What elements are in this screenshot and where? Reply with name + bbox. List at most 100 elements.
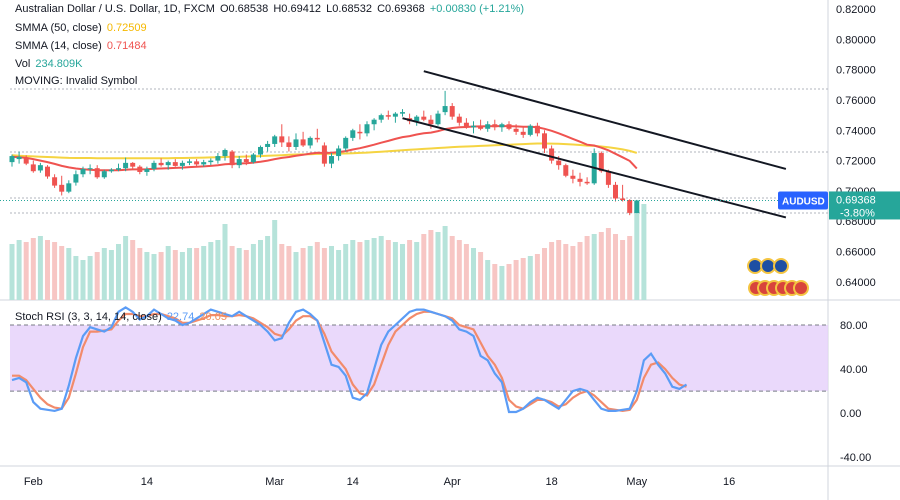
- candle-body: [229, 151, 235, 166]
- price-tick-label: 0.80000: [836, 34, 876, 46]
- change-value: +0.00830 (+1.21%): [429, 3, 525, 15]
- volume-bar: [613, 234, 618, 300]
- candle-body: [80, 168, 86, 175]
- stoch-legend[interactable]: Stoch RSI (3, 3, 14, 14, close) 22.74 20…: [15, 311, 229, 323]
- sma50-legend[interactable]: SMMA (50, close) 0.72509: [15, 22, 149, 34]
- candle-body: [357, 131, 363, 134]
- volume-bar: [52, 242, 58, 300]
- volume-bar: [556, 240, 562, 300]
- volume-bar: [250, 244, 256, 300]
- moving-legend[interactable]: MOVING: Invalid Symbol: [15, 75, 139, 87]
- event-marker-flag-icon: [762, 260, 774, 272]
- volume-bar: [570, 246, 576, 300]
- rsi-tick-label: 0.00: [840, 408, 861, 420]
- candle-body: [151, 162, 157, 169]
- candle-body: [371, 119, 377, 125]
- volume-bar: [428, 230, 434, 300]
- volume-bar: [123, 236, 129, 300]
- volume-bar: [194, 248, 200, 300]
- stoch-k-line: [11, 306, 688, 414]
- volume-bar: [627, 236, 633, 300]
- candle-body: [435, 113, 441, 125]
- candle-body: [350, 130, 356, 138]
- candle-body: [549, 148, 555, 161]
- volume-legend[interactable]: Vol 234.809K: [15, 58, 84, 70]
- candle-body: [492, 124, 498, 128]
- trendline-lower-channel[interactable]: [402, 117, 787, 219]
- price-badge-change: -3.80%: [840, 207, 875, 219]
- candle-body: [158, 162, 164, 166]
- candle-body: [87, 168, 93, 170]
- candle-body: [307, 137, 313, 146]
- volume-bar: [130, 240, 136, 300]
- volume-bar: [435, 232, 441, 300]
- candle-body: [336, 148, 342, 157]
- open-value: O0.68538: [219, 3, 269, 15]
- volume-bar: [80, 260, 86, 300]
- volume-bar: [378, 236, 384, 300]
- candle-body: [144, 168, 150, 172]
- time-tick-label: 14: [141, 476, 153, 488]
- candle-body: [314, 137, 320, 140]
- volume-bar: [456, 240, 462, 300]
- rsi-tick-label: 80.00: [840, 320, 868, 332]
- volume-bar: [485, 260, 491, 300]
- sma14-label: SMMA (14, close): [15, 40, 102, 52]
- candle-body: [605, 171, 611, 185]
- candle-body: [577, 178, 583, 182]
- close-value: C0.69368: [377, 3, 425, 15]
- candle-body: [364, 124, 370, 134]
- volume-bar: [37, 236, 43, 300]
- volume-bar: [492, 264, 498, 300]
- candle-body: [556, 160, 562, 166]
- sma50-value: 0.72509: [106, 22, 147, 34]
- candle-body: [378, 115, 384, 120]
- volume-bar: [108, 250, 114, 300]
- candle-body: [343, 137, 349, 149]
- volume-bar: [151, 254, 157, 300]
- price-tick-label: 0.64000: [836, 277, 876, 289]
- volume-bar: [236, 248, 242, 300]
- time-tick-label: Mar: [265, 476, 284, 488]
- volume-bar: [407, 240, 413, 300]
- candle-body: [194, 161, 200, 165]
- candle-body: [9, 156, 15, 163]
- candle-body: [222, 150, 228, 157]
- candle-body: [584, 181, 590, 184]
- sma14-legend[interactable]: SMMA (14, close) 0.71484: [15, 40, 149, 52]
- volume-bar: [258, 240, 263, 300]
- candle-body: [179, 162, 185, 166]
- volume-bar: [584, 236, 590, 300]
- candle-body: [279, 136, 285, 143]
- candle-body: [66, 183, 72, 192]
- volume-bar: [101, 248, 107, 300]
- volume-bar: [641, 204, 647, 300]
- trendline-upper-channel[interactable]: [423, 70, 787, 170]
- volume-bar: [222, 224, 228, 300]
- volume-bar: [563, 244, 569, 300]
- volume-bar: [549, 242, 555, 300]
- candle-body: [421, 116, 427, 120]
- volume-bar: [144, 252, 150, 300]
- candle-body: [243, 159, 249, 163]
- volume-bar: [201, 246, 207, 300]
- volume-value: 234.809K: [35, 58, 83, 70]
- rsi-band: [10, 325, 828, 392]
- candle-body: [627, 200, 633, 213]
- volume-bar: [357, 242, 363, 300]
- volume-bar: [520, 258, 526, 300]
- symbol-badge-text: AUDUSD: [782, 196, 825, 207]
- candle-body: [471, 125, 476, 128]
- candle-body: [570, 175, 576, 179]
- price-badge[interactable]: [829, 191, 900, 220]
- candle-body: [534, 125, 540, 134]
- volume-bar: [620, 240, 626, 300]
- candle-body: [165, 162, 171, 166]
- symbol-legend: Australian Dollar / U.S. Dollar, 1D, FXC…: [15, 3, 526, 15]
- symbol-badge[interactable]: [778, 191, 828, 210]
- volume-bar: [400, 244, 405, 300]
- candle-body: [30, 164, 36, 172]
- volume-bar: [314, 242, 320, 300]
